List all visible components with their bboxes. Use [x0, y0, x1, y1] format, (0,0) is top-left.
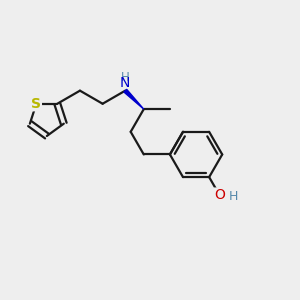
Text: O: O: [214, 188, 225, 202]
Text: N: N: [120, 76, 130, 90]
Polygon shape: [124, 89, 144, 109]
Text: S: S: [31, 97, 41, 111]
Text: H: H: [121, 71, 130, 84]
Text: H: H: [229, 190, 239, 203]
